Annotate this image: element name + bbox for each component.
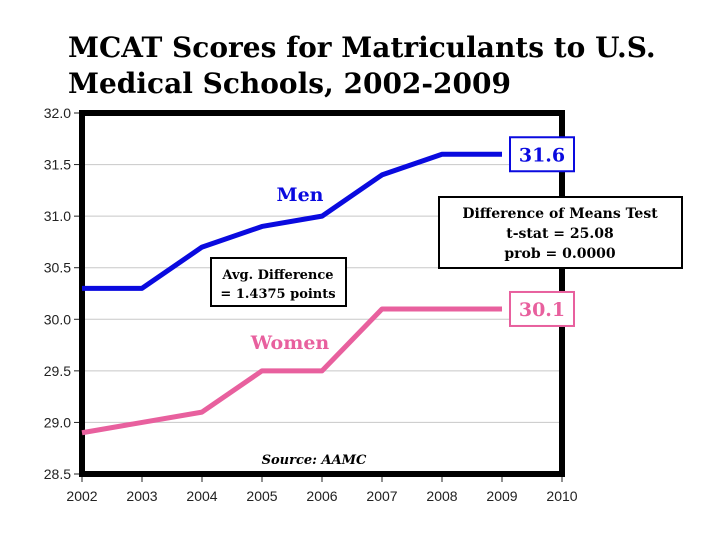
source-note: Source: AAMC <box>262 453 367 468</box>
series-line-women <box>81 306 502 436</box>
y-tick-label: 29.0 <box>44 414 71 430</box>
y-tick-label: 31.0 <box>44 208 71 224</box>
test-text: prob = 0.0000 <box>504 246 616 262</box>
x-tick-label: 2005 <box>246 488 277 504</box>
end-label-women: 30.1 <box>519 299 565 321</box>
y-tick-label: 29.5 <box>44 363 71 379</box>
x-tick-label: 2003 <box>126 488 157 504</box>
series-label-women: Women <box>250 332 330 354</box>
y-tick-label: 32.0 <box>44 105 71 121</box>
test-text: t-stat = 25.08 <box>506 226 613 242</box>
end-label-men: 31.6 <box>519 144 565 166</box>
avg-diff-text: = 1.4375 points <box>220 287 335 302</box>
y-tick-label: 30.0 <box>44 311 71 327</box>
end-label-box <box>509 136 575 173</box>
series-label-men: Men <box>277 184 324 206</box>
avg-diff-box <box>210 257 347 307</box>
y-tick-label: 28.5 <box>44 466 71 482</box>
x-tick-label: 2010 <box>546 488 577 504</box>
x-tick-label: 2002 <box>66 488 97 504</box>
y-tick-label: 30.5 <box>44 260 71 276</box>
test-text: Difference of Means Test <box>462 206 658 222</box>
x-tick-label: 2008 <box>426 488 457 504</box>
y-tick-label: 31.5 <box>44 157 71 173</box>
series-line-men <box>82 151 502 291</box>
chart-title: MCAT Scores for Matriculants to U.S. Med… <box>68 31 656 100</box>
avg-diff-text: Avg. Difference <box>221 268 333 283</box>
x-tick-label: 2007 <box>366 488 397 504</box>
x-tick-label: 2006 <box>306 488 337 504</box>
x-tick-label: 2009 <box>486 488 517 504</box>
end-label-box <box>509 290 575 327</box>
x-tick-label: 2004 <box>186 488 217 504</box>
test-box <box>438 196 683 269</box>
